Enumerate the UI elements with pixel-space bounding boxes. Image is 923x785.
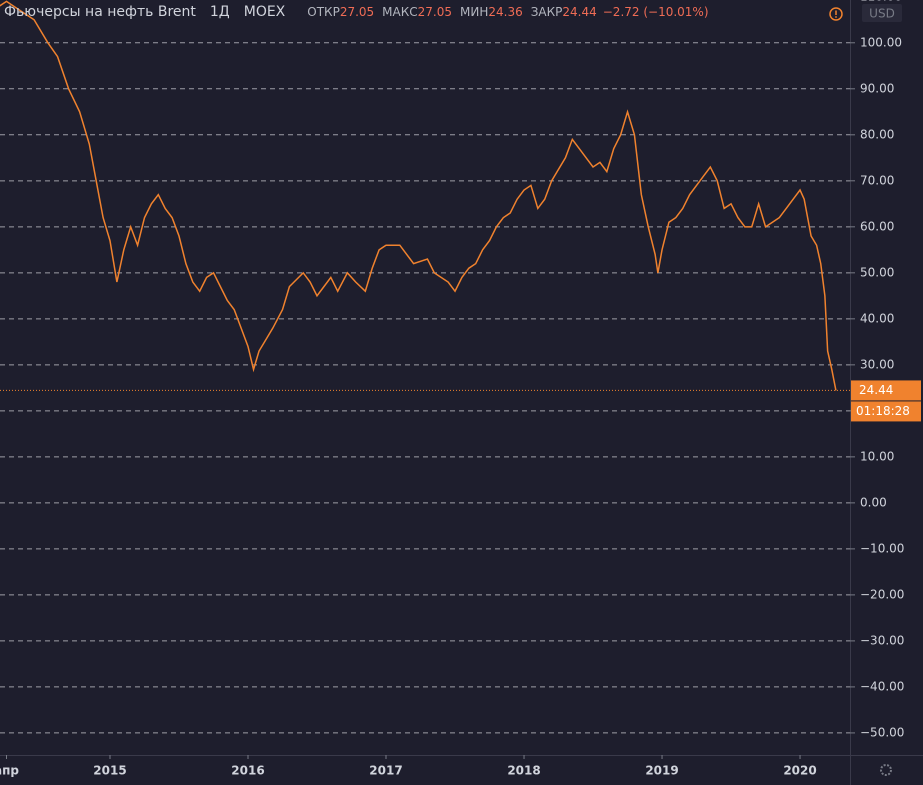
x-tick-label: 2016 — [231, 764, 264, 778]
ohlc-label: ОТКР — [307, 5, 340, 19]
ohlc-value: 24.36 — [488, 5, 523, 19]
x-tick-label: 2015 — [93, 764, 126, 778]
y-tick-label: 100.00 — [860, 35, 902, 49]
y-tick-label: −50.00 — [860, 725, 904, 739]
alert-icon[interactable] — [829, 7, 843, 21]
x-tick-label: 2017 — [369, 764, 402, 778]
alert-icon — [835, 16, 837, 18]
y-tick-label: 110.00 — [860, 0, 902, 3]
price-line — [0, 0, 837, 391]
last-price-box — [851, 380, 921, 401]
x-tick-label: 2019 — [645, 764, 678, 778]
y-tick-label: −40.00 — [860, 679, 904, 693]
currency: USD — [869, 7, 895, 21]
ohlc-value: 27.05 — [339, 5, 375, 19]
title: Фьючерсы на нефть Brent — [4, 4, 196, 20]
y-tick-label: 70.00 — [860, 173, 894, 187]
x-tick-label: 2018 — [507, 764, 540, 778]
legend-header: Фьючерсы на нефть Brent 1Д MOEX ОТКР 27.05 МА… — [4, 4, 709, 20]
y-tick-label: −30.00 — [860, 633, 904, 647]
y-tick-label: 10.00 — [860, 449, 894, 463]
ohlc-label: МИН — [460, 5, 489, 19]
y-tick-label: −10.00 — [860, 541, 904, 555]
y-tick-label: 80.00 — [860, 127, 894, 141]
ohlc-label: МАКС — [382, 5, 418, 19]
y-tick-label: 60.00 — [860, 219, 894, 233]
y-tick-label: 90.00 — [860, 81, 894, 95]
ohlc-value: 27.05 — [417, 5, 452, 19]
countdown-box — [851, 401, 921, 422]
y-tick-label: 30.00 — [860, 357, 894, 371]
x-tick-label: 2020 — [783, 764, 816, 778]
x-tick-label: апр — [0, 764, 19, 778]
countdown: 01:18:28 — [856, 404, 910, 418]
interval: 1Д — [209, 4, 230, 20]
settings-icon[interactable] — [880, 764, 892, 776]
last-price-label: 24.44 — [859, 383, 893, 397]
ohlc-label: ЗАКР — [530, 5, 563, 19]
ohlc-value: 24.44 — [562, 5, 597, 19]
y-tick-label: 50.00 — [860, 265, 894, 279]
y-tick-label: −20.00 — [860, 587, 904, 601]
change: −2.72 (−10.01%) — [602, 5, 709, 19]
y-tick-label: 40.00 — [860, 311, 894, 325]
y-tick-label: 0.00 — [860, 495, 887, 509]
currency-box — [862, 4, 902, 22]
exchange: MOEX — [243, 4, 286, 20]
